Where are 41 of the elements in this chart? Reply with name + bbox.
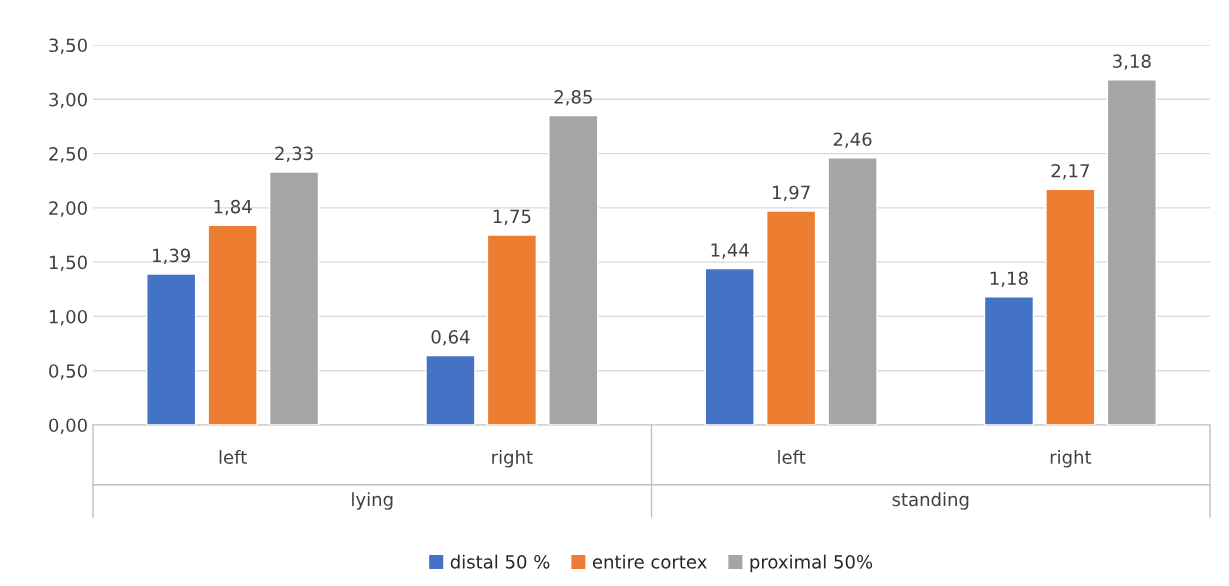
bar bbox=[268, 171, 320, 425]
x-tick-label: left bbox=[778, 450, 806, 464]
y-tick-label: 2,50 bbox=[49, 147, 87, 163]
data-label: 1,97 bbox=[773, 185, 810, 202]
bar bbox=[486, 234, 538, 425]
bar bbox=[548, 114, 599, 425]
bar bbox=[207, 224, 258, 425]
y-tick-label: 1,00 bbox=[49, 309, 87, 326]
y-tick-label: 3,00 bbox=[49, 92, 87, 109]
bar bbox=[765, 210, 817, 425]
bar bbox=[1045, 188, 1096, 425]
data-label: 1,84 bbox=[214, 199, 252, 216]
bar bbox=[425, 354, 476, 425]
bar bbox=[983, 296, 1035, 425]
legend-label: entire cortex bbox=[592, 554, 707, 569]
data-label: 1,39 bbox=[153, 248, 191, 265]
x-tick-label: right bbox=[492, 450, 533, 468]
text: lying bbox=[352, 492, 393, 510]
legend-label: proximal 50% bbox=[750, 554, 873, 573]
bar bbox=[1106, 79, 1157, 425]
data-label: 1,18 bbox=[990, 271, 1028, 287]
legend-label: distal 50 % bbox=[450, 554, 550, 569]
x-tick-label: left bbox=[219, 450, 247, 464]
bar bbox=[146, 273, 197, 425]
data-label: 1,75 bbox=[493, 209, 531, 226]
data-label: 2,17 bbox=[1051, 163, 1089, 180]
x-tick-label: right bbox=[1050, 450, 1092, 468]
y-tick-label: 3,50 bbox=[49, 38, 87, 54]
data-label: 3,18 bbox=[1113, 54, 1151, 70]
text: standing bbox=[892, 492, 969, 510]
data-label: 2,85 bbox=[554, 90, 592, 106]
y-tick-label: 0,00 bbox=[49, 418, 87, 434]
data-label: 2,46 bbox=[833, 132, 872, 148]
data-label: 1,44 bbox=[711, 243, 749, 259]
y-tick-label: 2,00 bbox=[49, 201, 87, 217]
bar bbox=[704, 267, 755, 425]
y-tick-label: 1,50 bbox=[49, 255, 87, 272]
data-label: 2,33 bbox=[275, 146, 313, 163]
y-tick-label: 0,50 bbox=[49, 364, 87, 380]
data-label: 0,64 bbox=[431, 330, 470, 346]
bar bbox=[827, 157, 878, 425]
